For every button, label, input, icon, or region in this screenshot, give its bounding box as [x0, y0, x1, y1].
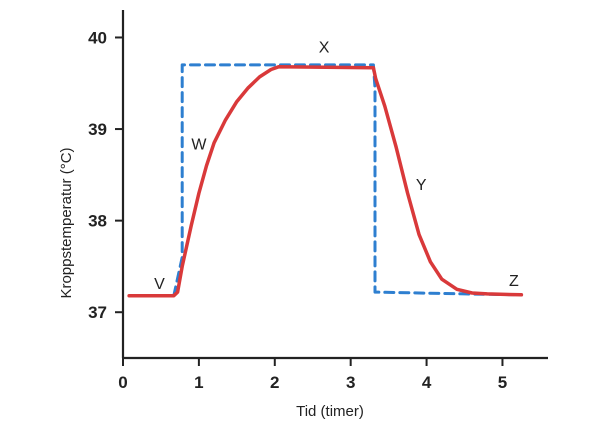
y-axis-label: Kroppstemperatur (°C): [58, 147, 75, 298]
point-label-x: X: [319, 40, 330, 57]
y-tick-label: 37: [88, 303, 107, 322]
x-tick-label: 3: [346, 373, 355, 392]
point-label-z: Z: [509, 273, 519, 290]
series-layer: [127, 63, 524, 298]
x-tick-label: 4: [422, 373, 432, 392]
point-label-w: W: [191, 137, 207, 154]
x-axis-label: Tid (timer): [296, 403, 364, 420]
y-tick-label: 38: [88, 212, 107, 231]
y-tick-label: 39: [88, 120, 107, 139]
dashed-series-line: [172, 63, 523, 298]
solid-series-line: [127, 65, 524, 298]
point-label-v: V: [154, 276, 165, 293]
point-label-y: Y: [416, 177, 427, 194]
x-tick-label: 0: [118, 373, 127, 392]
x-tick-label: 2: [270, 373, 279, 392]
x-tick-label: 5: [498, 373, 507, 392]
y-tick-label: 40: [88, 28, 107, 47]
annotation-layer: V W X Y Z: [154, 40, 519, 293]
axes: 0 1 2 3 4 5 37 38 39 40: [88, 10, 548, 392]
x-tick-label: 1: [194, 373, 203, 392]
